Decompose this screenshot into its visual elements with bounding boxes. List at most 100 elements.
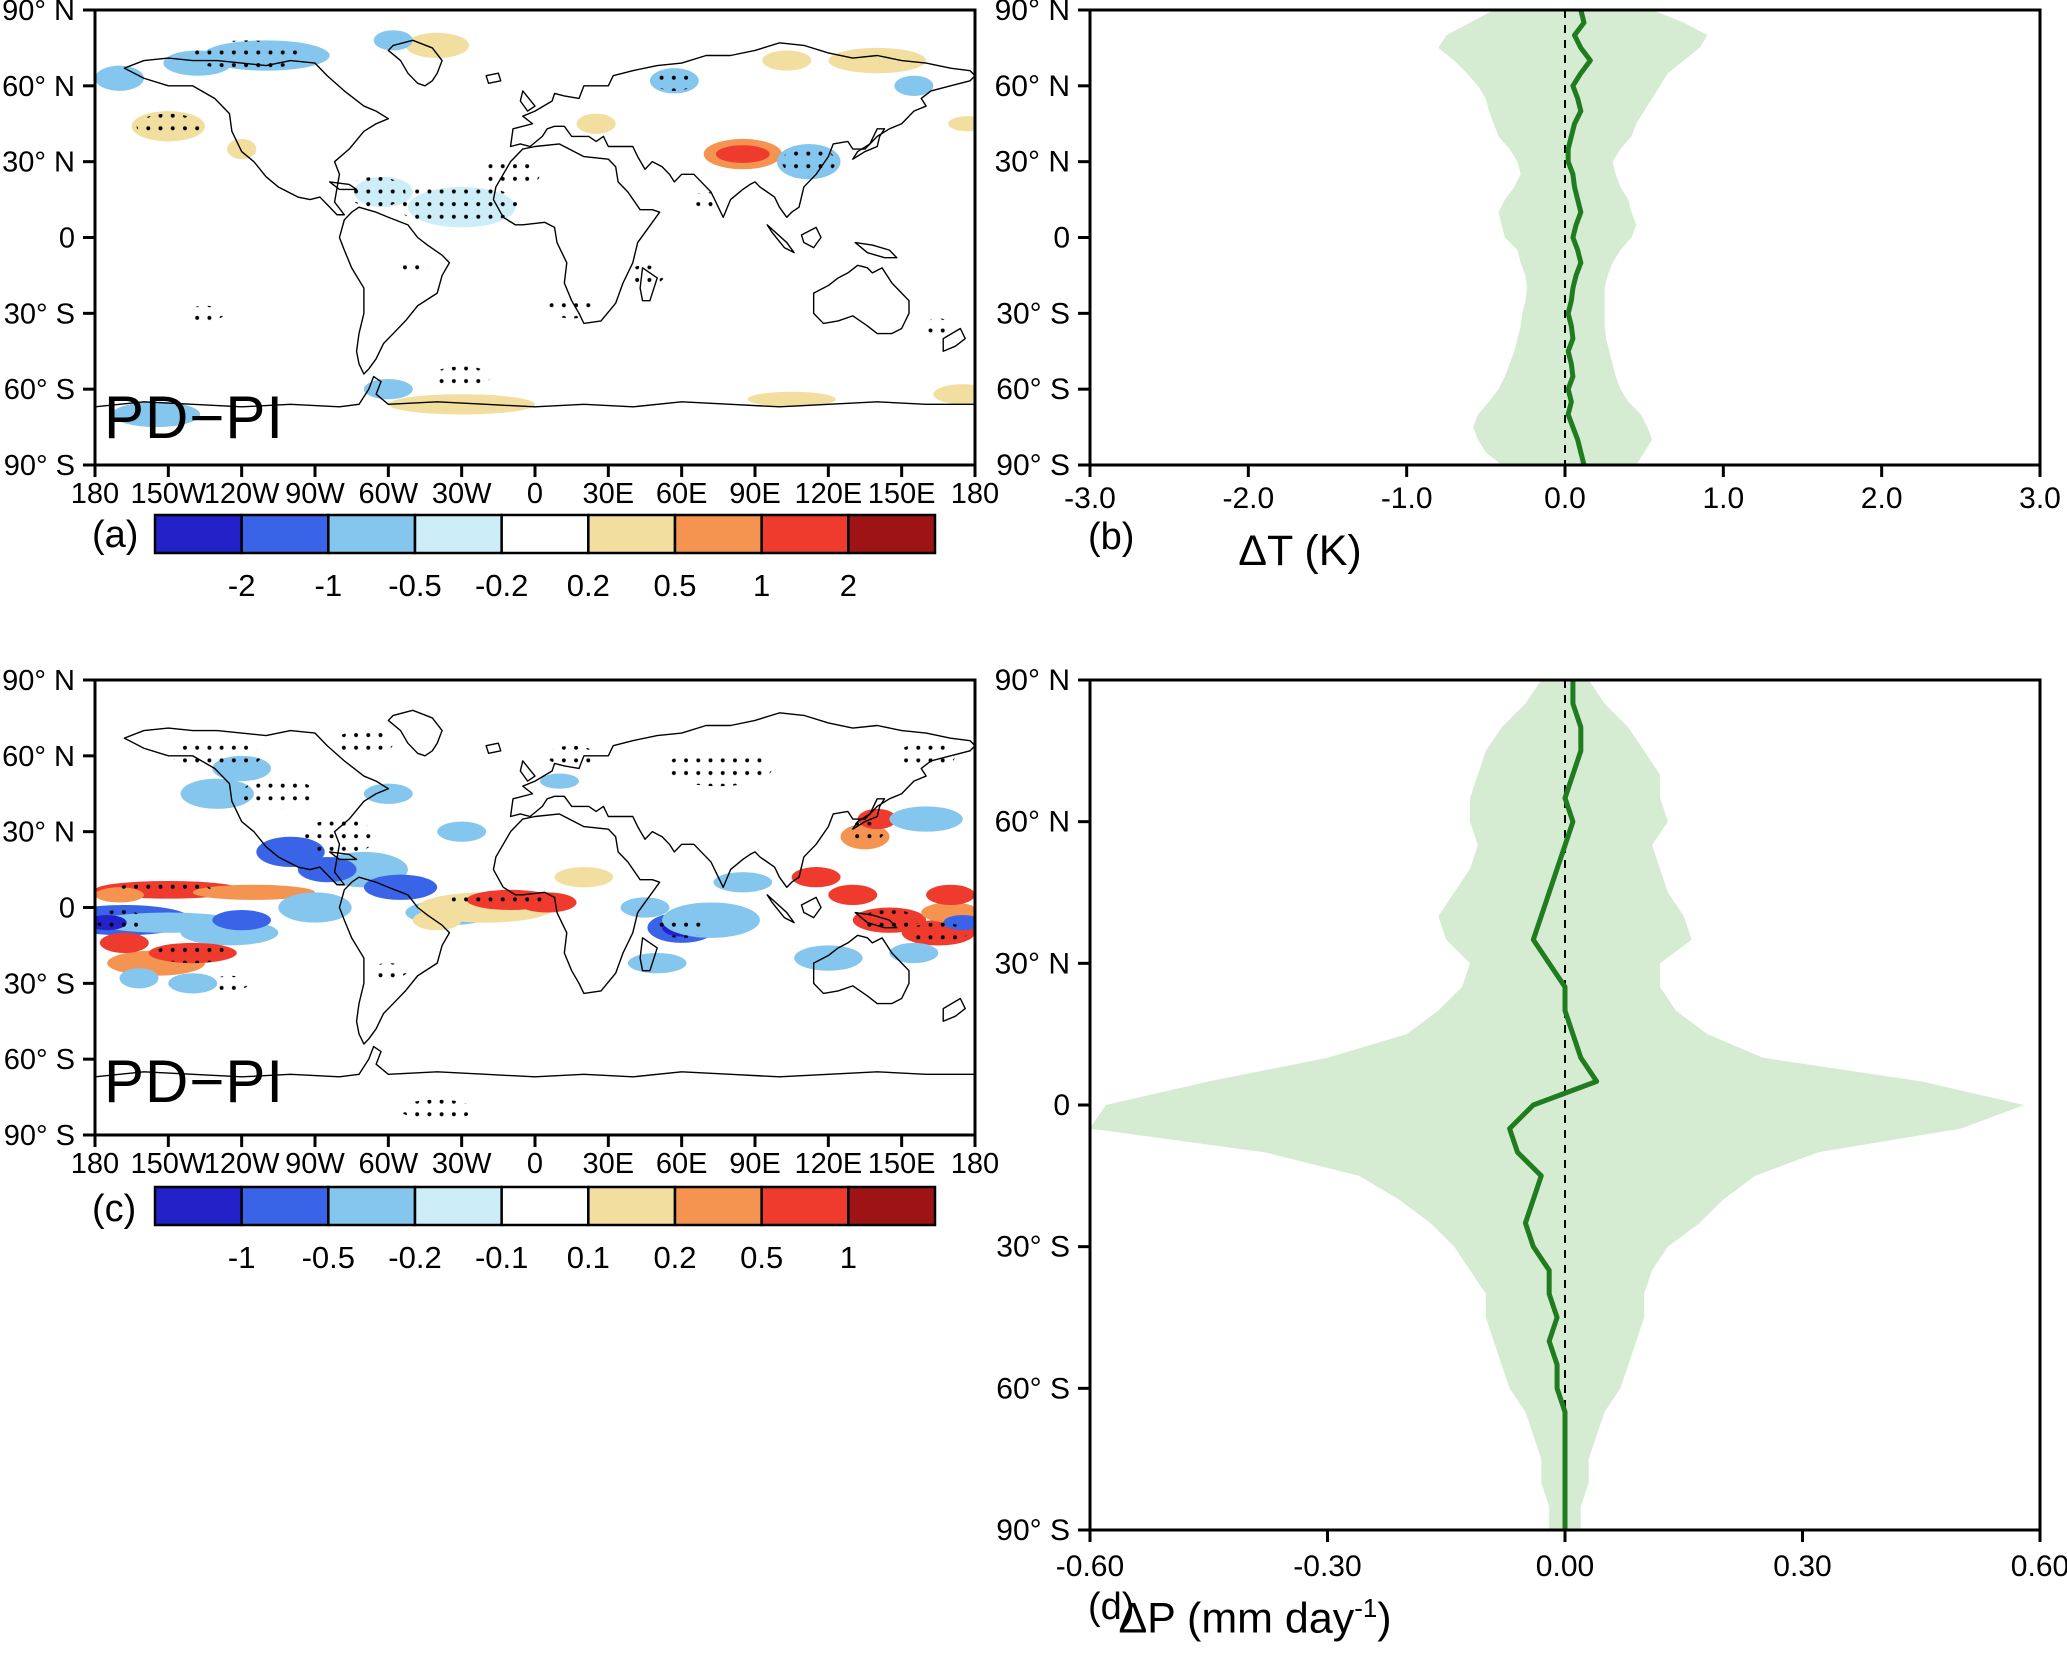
colorbar-cell (500, 513, 590, 555)
svg-text:-0.60: -0.60 (1056, 1550, 1124, 1583)
world-map (95, 710, 975, 1120)
svg-text:30° N: 30° N (2, 817, 75, 849)
anomaly-patch (95, 65, 144, 91)
coastline (339, 877, 449, 1044)
svg-text:60E: 60E (656, 478, 708, 510)
svg-text:90W: 90W (285, 1148, 345, 1180)
anomaly-patch (762, 50, 812, 71)
svg-text:60E: 60E (656, 1148, 708, 1180)
colorbar-cell (673, 1185, 763, 1227)
stipple-region (657, 917, 707, 938)
stipple-region (896, 743, 956, 769)
svg-text:180: 180 (71, 1148, 119, 1180)
svg-text:30° N: 30° N (995, 947, 1070, 980)
coastline (853, 799, 885, 829)
svg-text:30W: 30W (432, 1148, 492, 1180)
stipple-region (547, 745, 597, 766)
coastline (814, 935, 909, 1003)
anomaly-patch (620, 897, 670, 918)
panel-b-letter: (b) (1088, 516, 1135, 558)
anomaly-patch (576, 113, 616, 134)
anomaly-patch (180, 778, 254, 809)
svg-text:60° N: 60° N (2, 741, 75, 773)
anomaly-patch (412, 910, 462, 931)
svg-text:60° N: 60° N (995, 806, 1070, 839)
svg-text:90W: 90W (285, 478, 345, 510)
coastline (95, 377, 975, 407)
coastline (493, 814, 659, 993)
coastline (640, 938, 657, 971)
map-a-experiment-label: PD−PI (104, 384, 285, 451)
stipple-region (400, 1099, 474, 1120)
stipple-region (395, 184, 518, 225)
zonal-b-canvas: -3.0 -2.0 -1.0 0.0 1.0 2.0 3.0 90° N 60° N 30° N 0… (995, 0, 2061, 515)
colorbar-cell (847, 513, 937, 555)
svg-text:0: 0 (1053, 222, 1070, 255)
svg-text:60W: 60W (359, 478, 419, 510)
svg-text:0: 0 (1053, 1089, 1070, 1122)
colorbar-cell (240, 513, 330, 555)
anomaly-patch (192, 884, 315, 900)
anomaly-patch (713, 872, 773, 893)
anomaly-patch (278, 892, 352, 923)
svg-text:0: 0 (59, 223, 75, 255)
colorbar-cell (760, 513, 850, 555)
coastline (943, 329, 965, 352)
stipple-region (625, 265, 665, 286)
svg-text:30E: 30E (583, 478, 635, 510)
svg-text:0.2: 0.2 (567, 568, 610, 603)
panel-c-precipitation-map: 180 150W 120W 90W 60W 30W 0 30E 60E 90E 120E 150E 18… (0, 660, 1030, 1320)
coastline (853, 129, 885, 159)
svg-text:0: 0 (59, 893, 75, 925)
svg-text:150E: 150E (868, 1148, 936, 1180)
panel-d-letter: (d) (1088, 1586, 1135, 1628)
svg-text:-0.5: -0.5 (388, 568, 441, 603)
svg-text:0.5: 0.5 (740, 1240, 783, 1275)
anomaly-patch (168, 973, 218, 994)
stipple-region (185, 305, 225, 321)
svg-text:60W: 60W (359, 1148, 419, 1180)
svg-text:60° S: 60° S (4, 374, 75, 406)
anomaly-patch (627, 953, 687, 974)
anomaly-patch (794, 945, 863, 971)
coastline (767, 225, 794, 253)
svg-text:180: 180 (951, 478, 999, 510)
panel-c-letter: (c) (92, 1188, 137, 1230)
stipple-region (432, 366, 491, 387)
anomaly-patch (99, 932, 149, 953)
anomaly-patch (405, 32, 469, 59)
stipple-region (209, 975, 249, 991)
stipple-region (449, 889, 548, 911)
coastline (511, 713, 975, 887)
stipple-region (114, 882, 213, 898)
svg-text:120W: 120W (204, 1148, 280, 1180)
svg-text:-2.0: -2.0 (1222, 482, 1274, 515)
svg-text:90° N: 90° N (2, 665, 75, 697)
anomaly-patch (119, 968, 159, 989)
colorbar-cell (847, 1185, 937, 1227)
stipple-region (302, 819, 377, 855)
colorbar-cell (153, 1185, 243, 1227)
colorbar-cell (760, 1185, 850, 1227)
svg-text:30° S: 30° S (4, 298, 75, 330)
anomaly-patch (894, 75, 934, 96)
svg-text:60° N: 60° N (2, 71, 75, 103)
anomaly-patch (926, 884, 975, 905)
zonal-mean-line (1507, 680, 1600, 1530)
stipple-region (136, 113, 201, 139)
svg-text:30° N: 30° N (995, 146, 1070, 179)
coastline (801, 227, 821, 247)
anomaly-patch (373, 30, 413, 51)
colorbar-cell (500, 1185, 590, 1227)
anomaly-patch (363, 874, 438, 900)
coastline (486, 743, 501, 753)
coastline (388, 40, 442, 85)
svg-text:90° S: 90° S (996, 1514, 1070, 1547)
svg-text:30° S: 30° S (996, 1231, 1070, 1264)
anomaly-patch (539, 773, 579, 789)
stipple-region (481, 159, 540, 190)
anomaly-patch (388, 394, 535, 415)
colorbar-cell (240, 1185, 330, 1227)
